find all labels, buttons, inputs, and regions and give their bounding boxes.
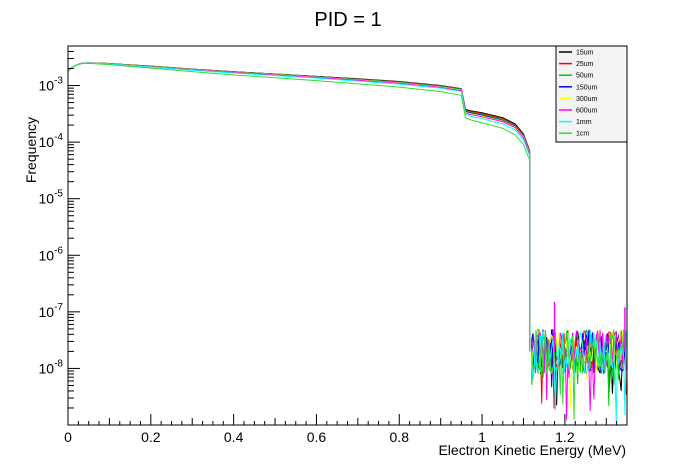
legend-label: 150um	[576, 84, 598, 91]
legend-label: 15um	[576, 50, 594, 57]
x-tick-label: 1.2	[555, 429, 575, 445]
x-tick-label: 1	[478, 429, 486, 445]
legend: 15um 25um 50um 150um 300um 600um 1mm 1cm	[555, 45, 628, 143]
x-tick-label: 0	[64, 429, 72, 445]
y-tick-label: 10-4	[39, 132, 64, 150]
legend-label: 1mm	[576, 119, 592, 126]
y-tick-label: 10-8	[39, 358, 64, 376]
series-layer	[68, 62, 627, 423]
x-tick-label: 0.4	[224, 429, 244, 445]
legend-label: 25um	[576, 61, 594, 68]
x-tick-label: 0.8	[390, 429, 410, 445]
series-tail	[531, 328, 627, 421]
series-line	[68, 62, 531, 161]
legend-label: 50um	[576, 73, 594, 80]
y-axis-label: Frequency	[23, 117, 39, 183]
legend-label: 1cm	[576, 131, 589, 138]
series-1cm	[68, 62, 627, 421]
x-axis: 0 0.2 0.4 0.6 0.8 1 1.2	[64, 414, 628, 445]
legend-label: 300um	[576, 96, 598, 103]
y-tick-label: 10-6	[39, 245, 64, 263]
x-tick-label: 0.6	[307, 429, 327, 445]
y-tick-label: 10-3	[39, 76, 64, 94]
legend-box	[555, 45, 628, 143]
y-tick-label: 10-7	[39, 302, 64, 320]
legend-label: 600um	[576, 108, 598, 115]
y-tick-label: 10-5	[39, 189, 64, 207]
chart-title: PID = 1	[314, 9, 381, 31]
x-tick-label: 0.2	[141, 429, 161, 445]
x-axis-label: Electron Kinetic Energy (MeV)	[438, 442, 626, 458]
y-axis: 10-8 10-7 10-6 10-5 10-4 10-3	[39, 45, 80, 426]
